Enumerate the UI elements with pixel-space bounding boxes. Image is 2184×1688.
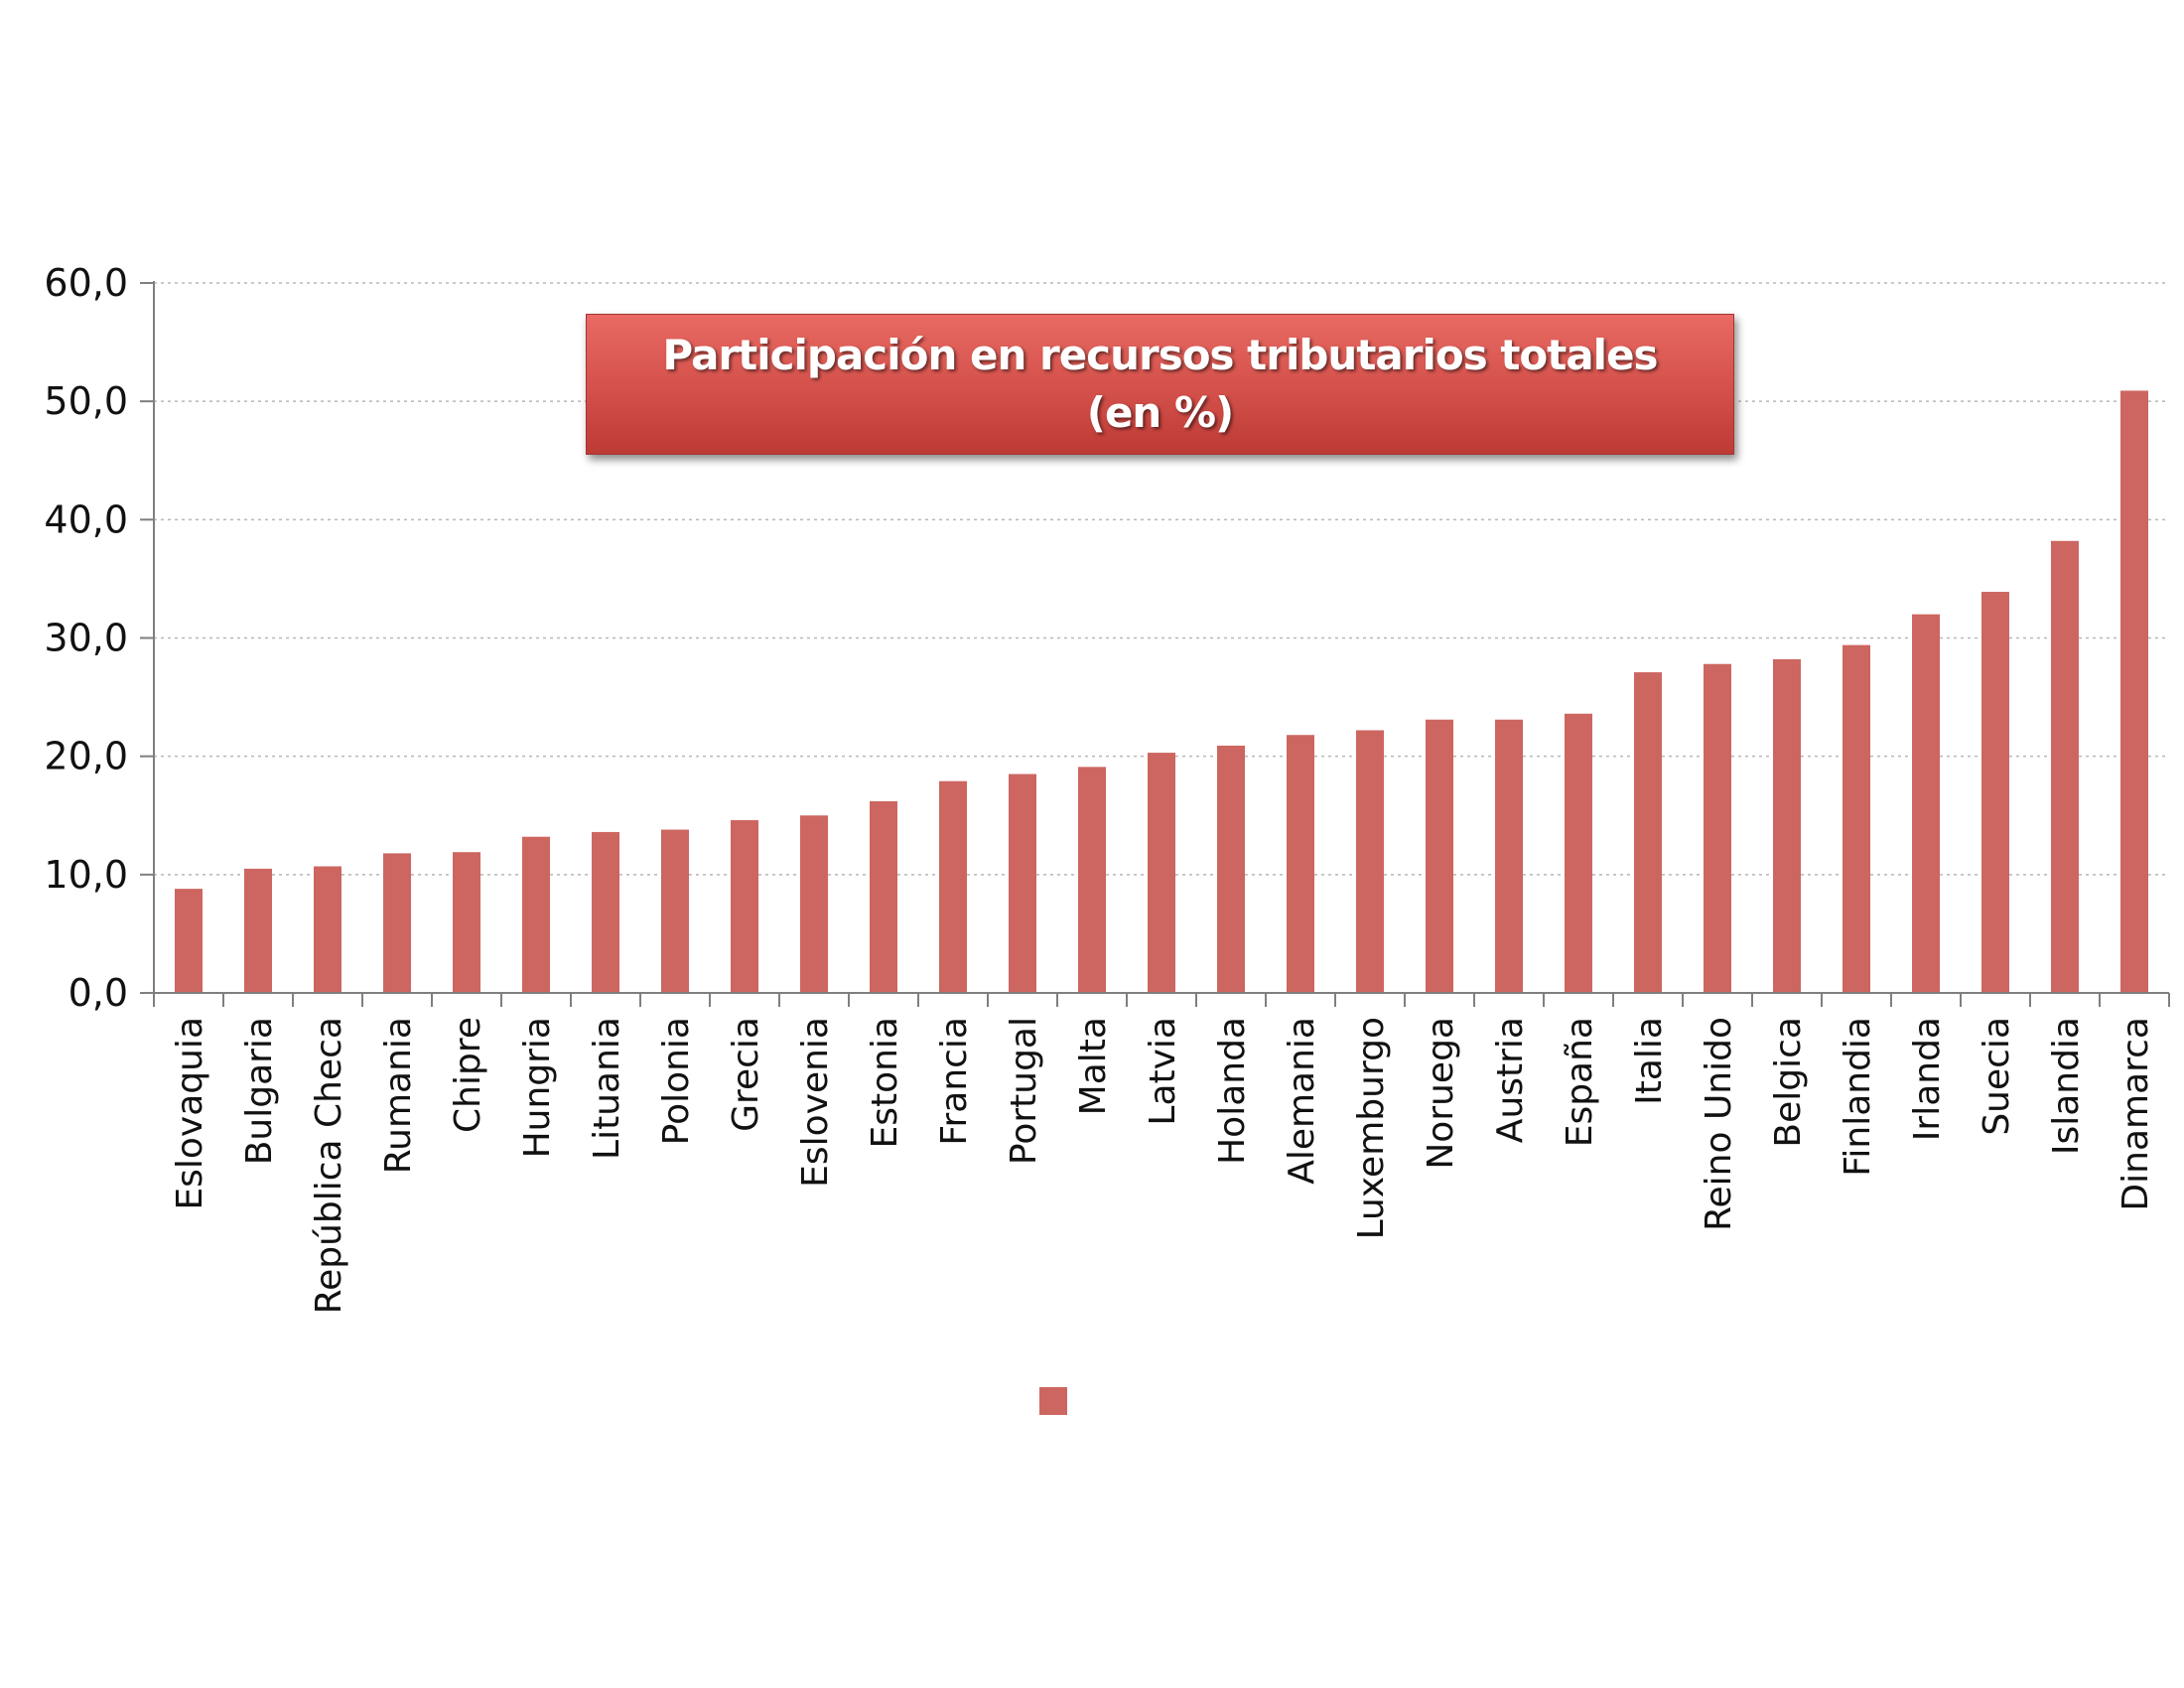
x-tick-label: Lituania: [587, 1017, 627, 1160]
y-tick-label: 30,0: [44, 617, 128, 660]
bars: [175, 390, 2148, 994]
y-tick-labels: 0,0 10,0 20,0 30,0 40,0 50,0 60,0: [44, 261, 128, 1015]
x-tick-label: Bulgaria: [239, 1017, 280, 1165]
bar: [1634, 672, 1662, 993]
x-tick-label: Grecia: [726, 1017, 766, 1132]
bar: [1773, 658, 1801, 993]
bar: [1981, 592, 2009, 993]
bar: [1495, 719, 1523, 993]
bar: [383, 853, 411, 993]
x-tick-label: República Checa: [309, 1017, 349, 1314]
y-tick-label: 60,0: [44, 261, 128, 305]
bar: [939, 780, 967, 993]
bar: [1356, 730, 1384, 993]
y-tick-label: 0,0: [68, 971, 128, 1015]
bar: [1217, 745, 1245, 993]
x-tick-label: Chipre: [448, 1017, 488, 1133]
chart-title-line1: Participación en recursos tributarios to…: [662, 331, 1658, 379]
x-tick-label: Polonia: [656, 1017, 697, 1145]
bar: [870, 800, 897, 993]
axes: [140, 281, 2170, 1007]
x-tick-label: Malta: [1073, 1017, 1114, 1115]
x-tick-label: Islandia: [2046, 1017, 2087, 1155]
bar: [1704, 663, 1731, 993]
x-tick-label: Italia: [1629, 1017, 1670, 1105]
x-tick-label: Holanda: [1212, 1017, 1253, 1165]
x-tick-label: Suecia: [1977, 1017, 2017, 1136]
x-tick-label: Estonia: [865, 1017, 905, 1149]
x-tick-label: España: [1560, 1017, 1600, 1147]
y-tick-label: 40,0: [44, 497, 128, 541]
x-tick-label: Hungria: [517, 1017, 558, 1158]
y-tick-label: 50,0: [44, 379, 128, 423]
x-tick-label: Reino Unido: [1699, 1017, 1739, 1231]
y-tick-label: 20,0: [44, 735, 128, 778]
x-tick-label: Eslovenia: [795, 1017, 836, 1188]
x-tick-label: Francia: [934, 1017, 975, 1146]
x-tick-label: Luxemburgo: [1351, 1017, 1392, 1239]
chart-title-box: Participación en recursos tributarios to…: [586, 314, 1734, 455]
bar: [2120, 390, 2148, 994]
bar: [592, 831, 619, 993]
bar: [661, 829, 689, 993]
bar: [2051, 540, 2079, 993]
bar: [1287, 735, 1314, 993]
x-tick-label: Portugal: [1004, 1017, 1044, 1165]
x-tick-label: Finlandia: [1838, 1017, 1878, 1177]
bar: [1843, 644, 1870, 993]
x-tick-label: Rumania: [378, 1017, 419, 1174]
bar: [1009, 774, 1036, 993]
bar: [1912, 614, 1940, 993]
bar: [1078, 767, 1106, 993]
chart-title-line2: (en %): [1086, 388, 1234, 437]
bar: [453, 852, 480, 993]
bar: [244, 868, 272, 993]
bar: [1148, 753, 1175, 993]
y-tick-label: 10,0: [44, 853, 128, 897]
x-tick-label: Irlanda: [1907, 1017, 1948, 1141]
bar: [800, 815, 828, 993]
bar: [731, 820, 758, 993]
x-tick-label: Noruega: [1421, 1017, 1461, 1170]
bar: [175, 889, 203, 993]
legend-swatch: [1039, 1387, 1067, 1415]
bar: [1565, 713, 1592, 993]
x-tick-label: Dinamarca: [2116, 1017, 2156, 1211]
x-tick-label: Eslovaquia: [170, 1017, 210, 1210]
x-tick-label: Latvia: [1143, 1017, 1183, 1126]
bar: [314, 866, 341, 993]
x-tick-label: Belgica: [1768, 1017, 1809, 1148]
x-tick-labels: Eslovaquia Bulgaria República Checa Rumania…: [170, 1017, 2156, 1314]
x-tick-label: Austria: [1490, 1017, 1531, 1143]
bar: [522, 836, 550, 993]
x-tick-label: Alemania: [1282, 1017, 1322, 1185]
bar: [1426, 719, 1453, 993]
